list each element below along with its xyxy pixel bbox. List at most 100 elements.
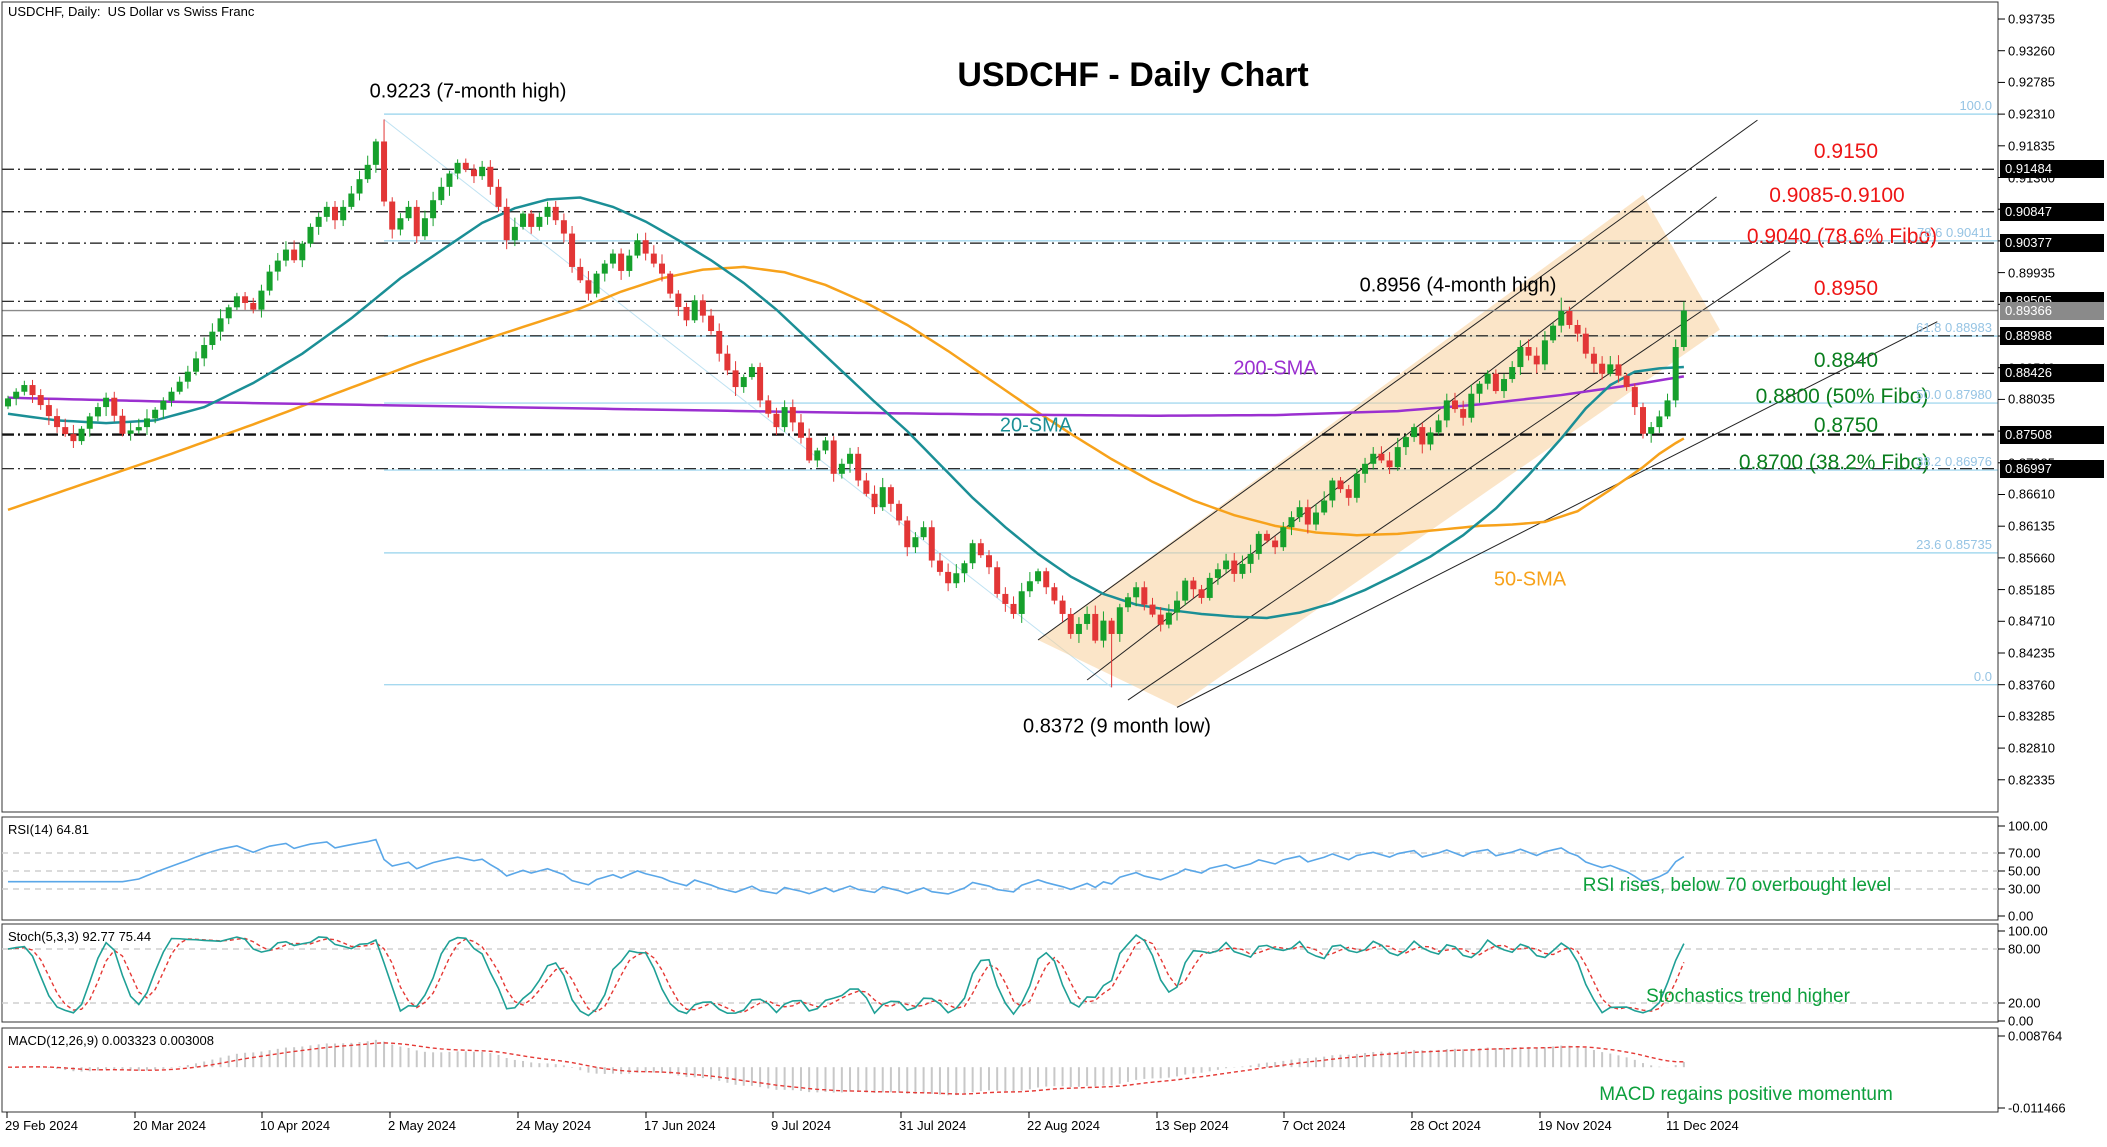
candle-body: [233, 296, 240, 308]
candle-body: [961, 563, 968, 574]
rsi-line: [8, 838, 1685, 895]
candle-body: [699, 300, 706, 316]
candle-body: [781, 407, 788, 428]
candle-body: [282, 249, 289, 261]
candle-body: [1427, 432, 1434, 445]
stoch-k-line: [7, 934, 1685, 1017]
candle-body: [1599, 363, 1606, 374]
price-axis-tick: 0.84235: [2008, 645, 2055, 661]
candle-body: [1002, 593, 1009, 604]
candle-body: [1402, 437, 1409, 448]
sma50-label: 50-SMA: [1493, 568, 1567, 591]
candle-body: [37, 395, 44, 406]
main-price-panel: [2, 113, 1998, 708]
candle-body: [421, 218, 428, 237]
stoch-indicator-label: Stoch(5,3,3) 92.77 75.44: [8, 929, 152, 944]
candle-body: [896, 503, 903, 521]
candle-body: [920, 527, 927, 538]
page-title: USDCHF - Daily Chart: [957, 56, 1309, 94]
candle-body: [470, 169, 477, 177]
level-price-box: 0.88988: [2000, 326, 2104, 345]
candle-body: [495, 186, 502, 207]
macd-signal-line: [7, 1042, 1684, 1095]
candle-body: [1182, 580, 1189, 601]
stoch-axis-tick: 20.00: [2008, 995, 2041, 1011]
sma20-line: [7, 196, 1684, 620]
candle-body: [855, 453, 862, 481]
stoch-axis-tick: 0.00: [2008, 1013, 2034, 1029]
level-price-box: 0.88426: [2000, 364, 2104, 383]
candle-body: [887, 487, 894, 504]
candle-body: [1280, 527, 1287, 548]
candle-body: [1174, 600, 1181, 613]
macd-panel-border: [1, 1027, 1999, 1113]
fibonacci-level-label: 61.8 0.88983: [1916, 320, 1992, 336]
candle-body: [364, 164, 371, 180]
support-8840-label: 0.8840: [1813, 349, 1879, 372]
rsi-note: RSI rises, below 70 overbought level: [1582, 875, 1892, 896]
candle-body: [822, 440, 829, 451]
rsi-panel-border: [1, 816, 1999, 921]
candle-body: [1460, 409, 1467, 418]
candle-body: [446, 173, 453, 187]
support-8700-label: 0.8700 (38.2% Fibo): [1738, 451, 1930, 474]
candle-body: [21, 385, 28, 392]
candle-body: [1411, 427, 1418, 438]
candle-body: [569, 233, 576, 267]
candle-body: [1133, 587, 1140, 598]
date-label: 28 Oct 2024: [1410, 1118, 1481, 1133]
candle-body: [740, 377, 747, 388]
candle-body: [1108, 620, 1115, 634]
date-label: 2 May 2024: [388, 1118, 456, 1133]
candle-body: [1476, 383, 1483, 394]
candle-body: [307, 226, 314, 244]
candle-body: [176, 381, 183, 392]
candle-body: [634, 240, 641, 256]
level-price-box: 0.90377: [2000, 234, 2104, 253]
candle-body: [1141, 587, 1148, 605]
fibonacci-level-label: 38.2 0.86976: [1916, 454, 1992, 470]
candle-body: [1165, 612, 1172, 625]
candle-body: [577, 266, 584, 281]
candle-body: [1198, 589, 1205, 598]
candle-body: [609, 253, 616, 264]
candle-body: [1362, 463, 1369, 474]
candle-body: [258, 290, 265, 310]
candle-body: [1443, 400, 1450, 421]
candle-body: [552, 206, 559, 221]
candle-body: [904, 520, 911, 548]
candle-body: [274, 260, 281, 272]
candle-body: [1010, 603, 1017, 614]
level-price-box: 0.87508: [2000, 425, 2104, 444]
price-axis-tick: 0.83760: [2008, 677, 2055, 693]
nine-month-low-label: 0.8372 (9 month low): [1023, 715, 1211, 738]
candle-body: [1394, 447, 1401, 468]
price-axis-tick: 0.89935: [2008, 265, 2055, 281]
candle-body: [585, 280, 592, 294]
candle-body: [1525, 347, 1532, 356]
candle-body: [372, 141, 379, 165]
candle-body: [691, 300, 698, 321]
candle-body: [789, 407, 796, 423]
candle-body: [1214, 569, 1221, 578]
candle-body: [193, 358, 200, 372]
candle-body: [1149, 604, 1156, 615]
stoch-axis-tick: 100.00: [2008, 923, 2048, 939]
level-price-box: 0.91484: [2000, 160, 2104, 179]
price-axis-tick: 0.82335: [2008, 772, 2055, 788]
date-label: 31 Jul 2024: [899, 1118, 967, 1133]
candle-body: [160, 400, 167, 410]
candle-body: [503, 206, 510, 241]
price-axis-tick: 0.86610: [2008, 486, 2055, 502]
candle-body: [511, 226, 518, 241]
candle-body: [1541, 340, 1548, 365]
level-price-box: 0.86997: [2000, 459, 2104, 478]
stoch-axis-tick: 80.00: [2008, 941, 2041, 957]
candle-body: [1263, 533, 1270, 541]
candle-body: [1607, 364, 1614, 374]
candle-body: [1231, 560, 1238, 574]
candle-body: [487, 166, 494, 187]
candle-body: [1059, 600, 1066, 614]
